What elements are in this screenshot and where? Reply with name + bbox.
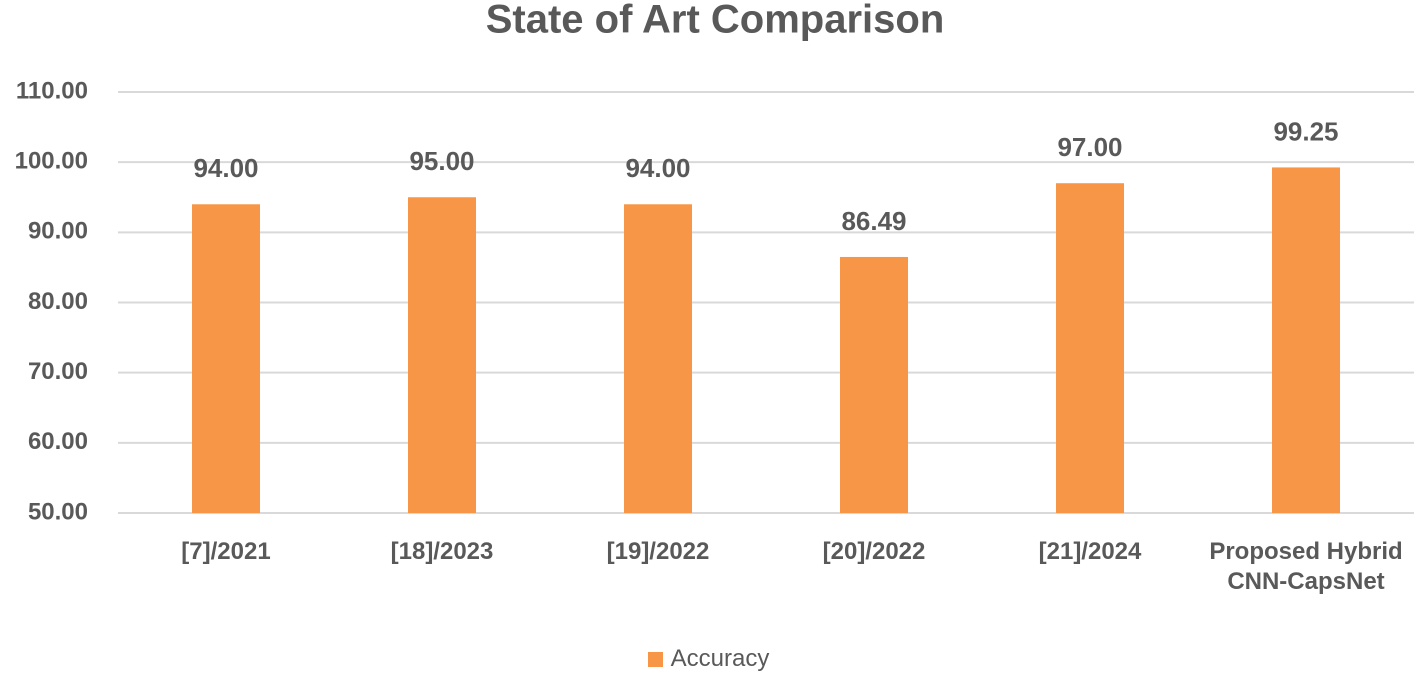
y-tick-label: 90.00 [28,218,88,245]
x-tick-label: [7]/2021 [181,538,271,565]
data-label: 94.00 [193,153,258,183]
x-tick-label: [18]/2023 [390,538,494,565]
bar [840,256,908,513]
legend-label: Accuracy [670,645,770,672]
legend-swatch [647,651,663,667]
bar [624,204,692,513]
bar [192,204,260,513]
y-tick-label: 70.00 [28,358,88,385]
data-label: 86.49 [841,206,906,236]
x-tick-label: Proposed Hybrid CNN-CapsNet [1209,538,1403,595]
bar [408,197,476,513]
bar [1272,167,1340,513]
y-tick-label: 50.00 [28,498,88,525]
data-label: 99.25 [1273,116,1338,146]
data-label: 97.00 [1057,132,1122,162]
data-label: 95.00 [409,146,474,176]
y-tick-label: 100.00 [15,148,88,175]
y-tick-label: 110.00 [16,77,88,104]
y-tick-label: 60.00 [28,428,88,455]
y-tick-label: 80.00 [28,288,88,315]
chart-title: State of Art Comparison [486,0,945,42]
x-tick-label: [19]/2022 [606,538,710,565]
legend: Accuracy [0,645,1417,673]
x-tick-label: [20]/2022 [822,538,926,565]
data-label: 94.00 [625,153,690,183]
x-tick-label: [21]/2024 [1038,538,1142,565]
bar [1056,183,1124,513]
